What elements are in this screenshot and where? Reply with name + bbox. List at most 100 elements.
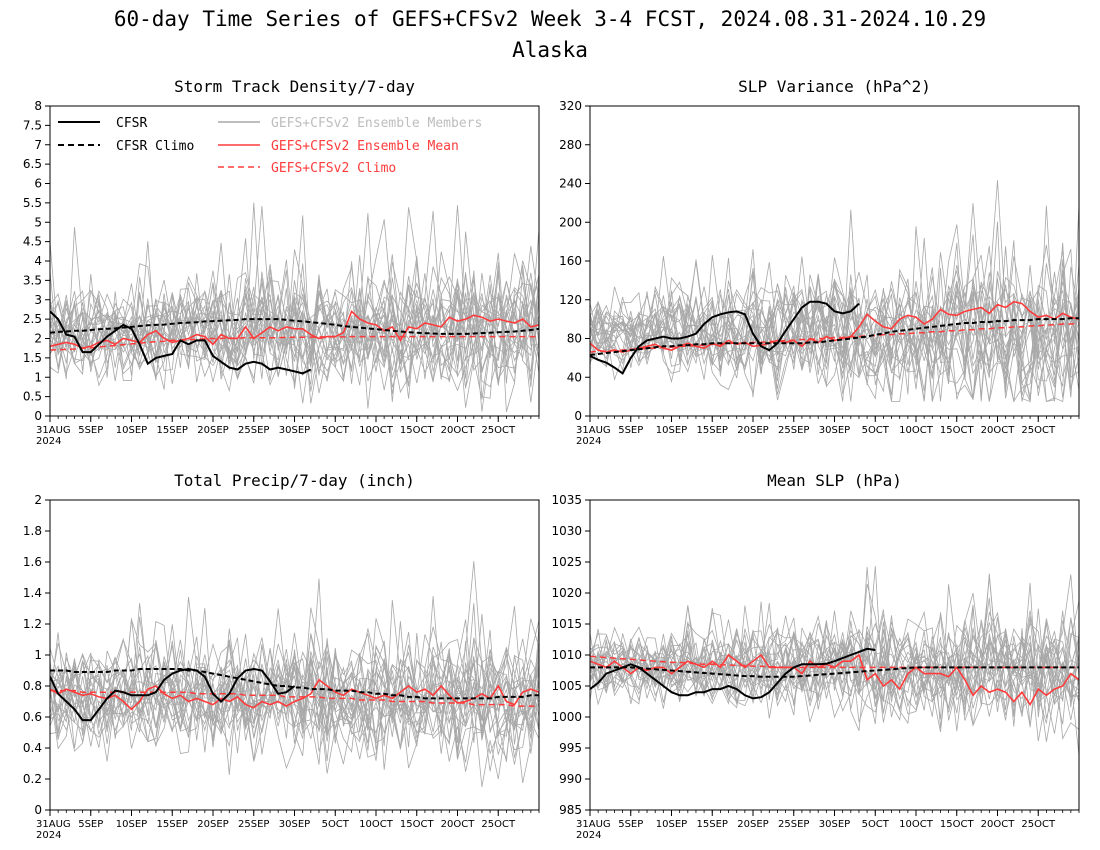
x-tick-label: 25OCT xyxy=(481,819,516,830)
legend: CFSR CFSR Climo GEFS+CFSv2 Ensemble Memb… xyxy=(58,116,482,176)
ensemble-member-line xyxy=(590,267,1079,402)
y-tick-label: 990 xyxy=(559,772,582,786)
x-tick-label: 5OCT xyxy=(322,425,350,436)
cfsr-climo-line xyxy=(50,318,539,335)
ensemble-member-line xyxy=(590,180,1079,400)
ensemble-member-line xyxy=(50,274,539,379)
ensemble-mean-line xyxy=(50,678,539,711)
x-axis-year: 2024 xyxy=(576,436,601,447)
y-tick-label: 985 xyxy=(559,803,582,817)
y-tick-label: 0.8 xyxy=(23,679,42,693)
y-tick-label: 2.5 xyxy=(23,312,42,326)
x-tick-label: 10OCT xyxy=(359,819,394,830)
ensemble-member-line xyxy=(50,607,539,758)
ensemble-member-line xyxy=(50,663,539,788)
ensemble-member-line xyxy=(50,578,539,749)
ensemble-mean-line xyxy=(50,309,539,350)
panel-total-precip: Total Precip/7-day (inch) 0 0.2 0.4 0.6 0.8 1 1… xyxy=(23,471,540,841)
x-tick-label: 5SEP xyxy=(78,819,103,830)
x-tick-label: 25OCT xyxy=(1021,425,1056,436)
ensemble-member-line xyxy=(50,205,539,399)
legend-mean-label: GEFS+CFSv2 Ensemble Mean xyxy=(271,139,459,154)
x-tick-label: 10SEP xyxy=(116,819,147,830)
y-tick-label: 6.5 xyxy=(23,157,42,171)
ensemble-member-line xyxy=(590,605,1079,713)
x-tick-label: 15SEP xyxy=(697,819,728,830)
x-tick-label: 25SEP xyxy=(778,425,809,436)
model-climo-line xyxy=(50,689,539,707)
y-tick-label: 240 xyxy=(559,177,582,191)
x-tick-label: 30SEP xyxy=(279,425,310,436)
panel-storm-track-density: Storm Track Density/7-day 0 0.5 1 1.5 2 2.5 3 3.… xyxy=(23,77,540,447)
x-tick-label: 10SEP xyxy=(656,819,687,830)
ensemble-member-line xyxy=(590,257,1079,403)
cfsr-climo-line xyxy=(590,317,1079,356)
y-tick-label: 1025 xyxy=(551,555,582,569)
ensemble-member-line xyxy=(590,610,1079,703)
y-tick-label: 1030 xyxy=(551,524,582,538)
panel-title: Mean SLP (hPa) xyxy=(767,471,902,490)
x-tick-label: 5OCT xyxy=(862,819,890,830)
ensemble-member-line xyxy=(590,209,1079,402)
ensemble-member-line xyxy=(50,616,539,775)
plot-traces xyxy=(590,566,1079,756)
y-tick-label: 1010 xyxy=(551,648,582,662)
ensemble-member-line xyxy=(590,291,1079,403)
y-tick-label: 80 xyxy=(567,332,582,346)
ensemble-member-line xyxy=(50,260,539,392)
plot-traces xyxy=(590,180,1079,404)
x-tick-label: 5SEP xyxy=(618,425,643,436)
y-tick-label: 0.6 xyxy=(23,710,42,724)
panel-slp-variance: SLP Variance (hPa^2) 0 40 80 120 160 200 240 280… xyxy=(559,77,1080,447)
ensemble-member-line xyxy=(50,252,539,384)
y-tick-label: 320 xyxy=(559,99,582,113)
x-tick-label: 15SEP xyxy=(157,425,188,436)
model-climo-line xyxy=(50,335,539,351)
cfsr-line xyxy=(590,300,860,375)
y-tick-label: 4.5 xyxy=(23,235,42,249)
y-tick-label: 2 xyxy=(34,493,42,507)
x-tick-label: 15OCT xyxy=(940,425,975,436)
x-tick-label: 20SEP xyxy=(737,819,768,830)
x-tick-label: 5SEP xyxy=(78,425,103,436)
x-tick-label: 10OCT xyxy=(359,425,394,436)
x-tick-label: 20OCT xyxy=(441,819,476,830)
x-tick-label: 25OCT xyxy=(481,425,516,436)
y-tick-label: 5.5 xyxy=(23,196,42,210)
x-tick-label: 20SEP xyxy=(737,425,768,436)
cfsr-line xyxy=(50,667,296,722)
ensemble-member-line xyxy=(50,207,539,380)
ensemble-member-line xyxy=(590,242,1079,402)
y-tick-label: 3.5 xyxy=(23,273,42,287)
y-tick-label: 1.2 xyxy=(23,617,42,631)
ensemble-member-line xyxy=(590,612,1079,712)
ensemble-member-line xyxy=(590,248,1079,402)
y-tick-label: 1005 xyxy=(551,679,582,693)
x-tick-label: 25SEP xyxy=(778,819,809,830)
y-tick-label: 995 xyxy=(559,741,582,755)
x-tick-label: 20OCT xyxy=(981,425,1016,436)
x-tick-label: 20SEP xyxy=(197,819,228,830)
cfsr-line xyxy=(50,310,312,375)
x-axis-year: 2024 xyxy=(36,830,61,841)
ensemble-member-line xyxy=(50,647,539,761)
y-tick-label: 7.5 xyxy=(23,118,42,132)
x-tick-label: 25SEP xyxy=(238,819,269,830)
ensemble-member-line xyxy=(50,213,539,399)
ensemble-member-line xyxy=(50,276,539,386)
y-tick-label: 0.5 xyxy=(23,390,42,404)
y-tick-label: 1020 xyxy=(551,586,582,600)
ensemble-member-line xyxy=(50,215,539,403)
ensemble-member-line xyxy=(50,596,539,732)
ensemble-member-line xyxy=(50,274,539,386)
ensemble-member-line xyxy=(50,288,539,408)
panel-title: SLP Variance (hPa^2) xyxy=(738,77,931,96)
x-tick-label: 31AUG xyxy=(36,425,71,436)
ensemble-member-line xyxy=(590,619,1079,756)
x-tick-label: 5OCT xyxy=(322,819,350,830)
y-tick-label: 2 xyxy=(34,332,42,346)
y-tick-label: 5 xyxy=(34,215,42,229)
x-tick-label: 15SEP xyxy=(697,425,728,436)
x-tick-label: 20OCT xyxy=(981,819,1016,830)
